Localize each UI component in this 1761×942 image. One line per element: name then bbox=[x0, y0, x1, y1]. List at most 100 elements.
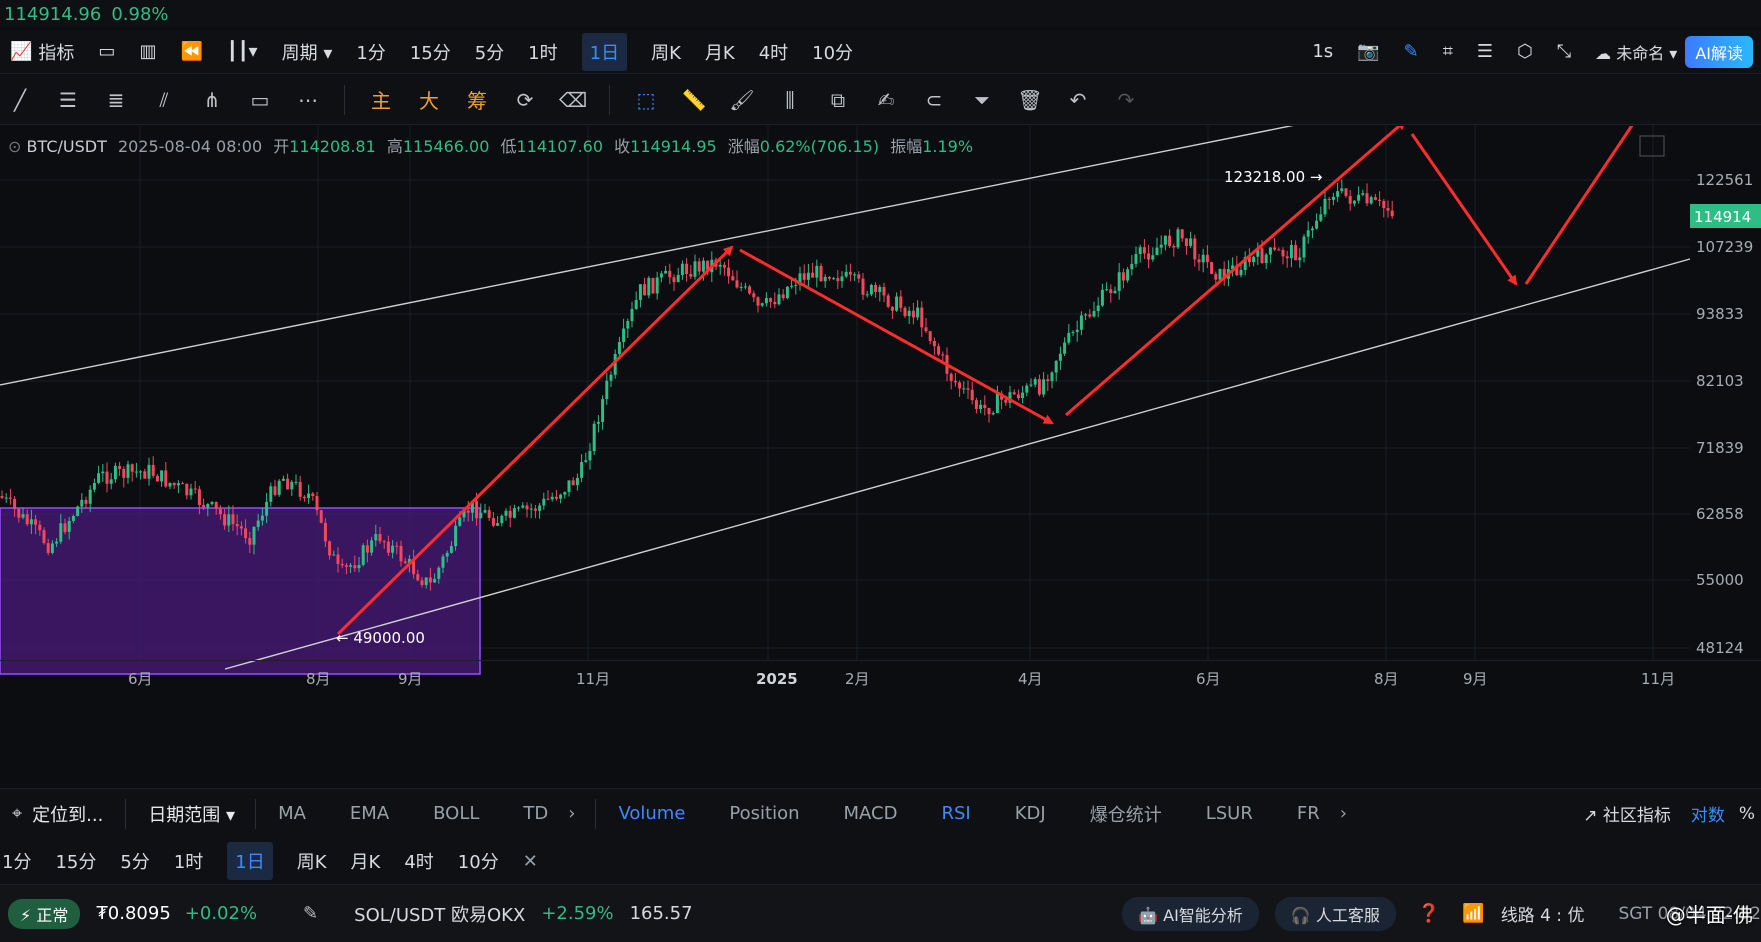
pencil-icon[interactable]: ✎ bbox=[1403, 41, 1419, 62]
interval-1mo[interactable]: 月K bbox=[704, 42, 735, 64]
rectangle-icon[interactable]: ▭ bbox=[250, 87, 270, 112]
b-interval-1w[interactable]: 周K bbox=[296, 852, 327, 873]
undo-icon[interactable]: ↶ bbox=[1069, 87, 1087, 112]
b-interval-15m[interactable]: 15分 bbox=[55, 852, 97, 873]
interval-1m[interactable]: 1分 bbox=[356, 42, 386, 64]
chips-button[interactable]: 筹 bbox=[467, 89, 487, 113]
interval-10m[interactable]: 10分 bbox=[812, 42, 854, 64]
channel-lower-line[interactable] bbox=[224, 258, 1691, 670]
help-icon[interactable]: ❓ bbox=[1417, 903, 1441, 924]
ind-fr[interactable]: FR bbox=[1296, 803, 1320, 824]
redo-icon[interactable]: ↷ bbox=[1117, 87, 1135, 112]
interval-15m[interactable]: 15分 bbox=[409, 42, 451, 64]
list-icon[interactable]: ☰ bbox=[1476, 41, 1493, 62]
copy-icon[interactable]: ⧉ bbox=[830, 87, 846, 112]
date-range-dropdown[interactable]: 日期范围 ▾ bbox=[148, 804, 236, 826]
ticker-pair[interactable]: SOL/USDT 欧易OKX bbox=[354, 904, 526, 926]
pattern-icon[interactable]: ⫼ bbox=[785, 87, 795, 112]
pitchfork-icon[interactable]: ⋔ bbox=[203, 87, 221, 112]
maximize-icon[interactable] bbox=[1639, 135, 1665, 157]
price-axis[interactable]: 122561 107239 93833 82103 71839 62858 55000 481… bbox=[1696, 171, 1753, 657]
b-interval-10m[interactable]: 10分 bbox=[457, 852, 499, 873]
b-interval-4h[interactable]: 4时 bbox=[404, 852, 434, 873]
fullscreen-icon[interactable]: ⤡ bbox=[1556, 41, 1572, 62]
arrow-down-2[interactable] bbox=[1410, 133, 1518, 286]
arrow-up-1[interactable] bbox=[336, 245, 734, 636]
community-indicator-button[interactable]: ↗ 社区指标 bbox=[1583, 806, 1671, 826]
ind-kdj[interactable]: KDJ bbox=[1014, 803, 1046, 824]
candle-body bbox=[1239, 269, 1243, 276]
eye-icon[interactable]: ⊙ bbox=[8, 137, 22, 156]
arrow-up-3[interactable] bbox=[1524, 74, 1667, 285]
trash-icon[interactable]: 🗑 bbox=[1017, 87, 1043, 112]
locate-button[interactable]: 定位到... bbox=[32, 804, 104, 826]
cursor-icon[interactable]: ⬚ bbox=[636, 87, 656, 112]
ind-td[interactable]: TD bbox=[523, 803, 549, 824]
channel-icon[interactable]: ⫽ bbox=[159, 87, 169, 112]
save-layout-icon[interactable]: ▭ bbox=[98, 41, 116, 62]
brush-icon[interactable]: 🖌 bbox=[729, 87, 755, 112]
main-indicator-button[interactable]: 主 bbox=[371, 89, 391, 113]
customer-service-button[interactable]: 🎧 人工客服 bbox=[1274, 896, 1396, 931]
percent-toggle[interactable]: % bbox=[1738, 803, 1755, 824]
speed-label[interactable]: 1s bbox=[1312, 41, 1334, 62]
ai-analysis-button[interactable]: 🤖 AI智能分析 bbox=[1122, 896, 1259, 931]
ind-lsur[interactable]: LSUR bbox=[1205, 803, 1253, 824]
more-tools-icon[interactable]: ⋯ bbox=[298, 87, 318, 112]
big-order-button[interactable]: 大 bbox=[419, 89, 439, 113]
b-interval-1d[interactable]: 1日 bbox=[227, 842, 273, 880]
ind-macd[interactable]: MACD bbox=[843, 803, 898, 824]
layout-icon[interactable]: ▥ bbox=[139, 41, 157, 62]
camera-icon[interactable]: 📷 bbox=[1357, 41, 1380, 62]
scroll-right-icon[interactable]: › bbox=[568, 803, 576, 824]
settings-icon[interactable]: ⬡ bbox=[1516, 41, 1533, 62]
sync-icon[interactable]: ⟳ bbox=[516, 87, 534, 112]
indicators-button[interactable]: 指标 bbox=[38, 42, 75, 64]
ind-volume[interactable]: Volume bbox=[618, 803, 686, 824]
ind-boll[interactable]: BOLL bbox=[433, 803, 480, 824]
fib-icon[interactable]: ≣ bbox=[107, 87, 125, 112]
cloud-layout-dropdown[interactable]: ☁ 未命名 ▾ bbox=[1595, 43, 1678, 63]
price-chart[interactable]: 123218.00 → ← 49000.00 122561 107239 93833… bbox=[0, 74, 1761, 788]
b-interval-1h[interactable]: 1时 bbox=[173, 852, 204, 873]
ind-ma[interactable]: MA bbox=[278, 803, 306, 824]
forecast-arrows[interactable] bbox=[336, 74, 1667, 636]
ai-interpret-button[interactable]: AI解读 bbox=[1685, 35, 1753, 68]
b-interval-1mo[interactable]: 月K bbox=[350, 852, 381, 873]
b-interval-5m[interactable]: 5分 bbox=[120, 852, 150, 873]
log-scale-toggle[interactable]: 对数 bbox=[1690, 806, 1725, 826]
consolidation-box[interactable] bbox=[0, 507, 481, 675]
ruler-icon[interactable]: 📏 bbox=[681, 87, 707, 112]
period-dropdown[interactable]: 周期 ▾ bbox=[281, 42, 333, 64]
candle-type-icon[interactable]: ┃┃▾ bbox=[226, 41, 258, 62]
interval-4h[interactable]: 4时 bbox=[758, 42, 789, 64]
b-interval-1m[interactable]: 1分 bbox=[2, 852, 32, 873]
route-status[interactable]: 线路 4 : 优 bbox=[1500, 906, 1585, 926]
hline-icon[interactable]: ☰ bbox=[59, 87, 77, 112]
filter-icon[interactable]: ⏷ bbox=[974, 87, 990, 112]
indicators-icon[interactable]: 📈 bbox=[10, 41, 33, 62]
trendline-icon[interactable]: ╱ bbox=[13, 87, 27, 112]
crop-icon[interactable]: ⌗ bbox=[1442, 41, 1453, 62]
close-icon[interactable]: ✕ bbox=[522, 850, 538, 872]
ind-rsi[interactable]: RSI bbox=[941, 803, 971, 824]
interval-5m[interactable]: 5分 bbox=[474, 42, 505, 64]
magnet-icon[interactable]: ⊂ bbox=[925, 87, 943, 112]
rewind-icon[interactable]: ⏪ bbox=[180, 41, 203, 62]
channel-upper-line[interactable] bbox=[0, 115, 1341, 386]
ind-position[interactable]: Position bbox=[729, 803, 800, 824]
arrow-up-2[interactable] bbox=[1065, 119, 1407, 417]
note-icon[interactable]: ✍ bbox=[877, 87, 895, 112]
interval-1w[interactable]: 周K bbox=[651, 42, 681, 64]
scroll-right-icon-2[interactable]: › bbox=[1339, 803, 1347, 824]
chart-area[interactable]: 123218.00 → ← 49000.00 122561 107239 93833… bbox=[0, 74, 1761, 788]
interval-1d[interactable]: 1日 bbox=[581, 32, 628, 71]
time-axis[interactable]: 6月 8月 9月 11月 2025 2月 4月 6月 8月 9月 11月 bbox=[0, 660, 1761, 688]
locate-icon[interactable]: ⌖ bbox=[12, 803, 23, 824]
edit-icon[interactable]: ✎ bbox=[303, 903, 319, 924]
interval-1h[interactable]: 1时 bbox=[528, 42, 558, 64]
ind-ema[interactable]: EMA bbox=[349, 803, 390, 824]
arrow-down-1[interactable] bbox=[739, 248, 1054, 425]
ind-liquidation[interactable]: 爆仓统计 bbox=[1089, 804, 1162, 826]
eraser-icon[interactable]: ⌫ bbox=[558, 87, 588, 112]
